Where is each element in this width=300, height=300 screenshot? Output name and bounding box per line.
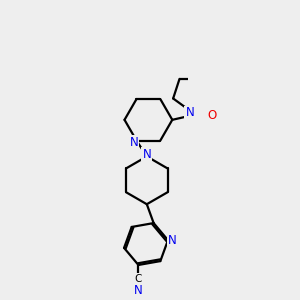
Text: O: O <box>208 109 217 122</box>
Text: N: N <box>134 284 143 297</box>
Text: N: N <box>185 106 194 119</box>
Text: C: C <box>135 274 142 284</box>
Text: N: N <box>168 234 176 247</box>
Text: N: N <box>130 136 139 148</box>
Text: N: N <box>142 148 151 160</box>
